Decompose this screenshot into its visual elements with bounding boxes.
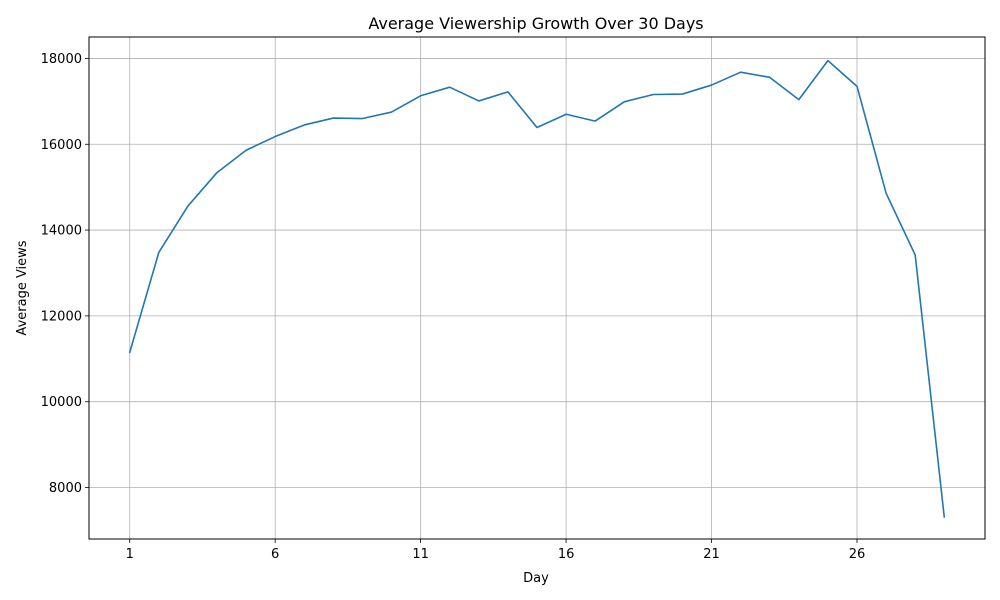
x-axis: 1 6 11 16 21 26 bbox=[126, 539, 866, 562]
y-axis-title: Average Views bbox=[15, 240, 30, 335]
chart-title: Average Viewership Growth Over 30 Days bbox=[368, 14, 703, 33]
y-tick-label: 16000 bbox=[41, 138, 82, 153]
x-tick-label: 16 bbox=[558, 547, 575, 562]
y-tick-label: 14000 bbox=[41, 224, 82, 239]
x-axis-title: Day bbox=[523, 571, 549, 586]
x-tick-label: 11 bbox=[412, 547, 429, 562]
x-tick-label: 6 bbox=[271, 547, 279, 562]
grid-lines bbox=[89, 37, 985, 539]
series-line bbox=[128, 59, 946, 518]
x-tick-label: 1 bbox=[126, 547, 134, 562]
series-layer bbox=[128, 59, 946, 518]
x-tick-label: 21 bbox=[703, 547, 720, 562]
y-tick-label: 18000 bbox=[41, 52, 82, 67]
y-tick-label: 10000 bbox=[41, 395, 82, 410]
y-tick-label: 8000 bbox=[49, 481, 82, 496]
y-axis: 8000 10000 12000 14000 16000 18000 bbox=[41, 52, 89, 496]
plot-frame bbox=[88, 36, 986, 540]
y-tick-label: 12000 bbox=[41, 309, 82, 324]
x-tick-label: 26 bbox=[849, 547, 866, 562]
